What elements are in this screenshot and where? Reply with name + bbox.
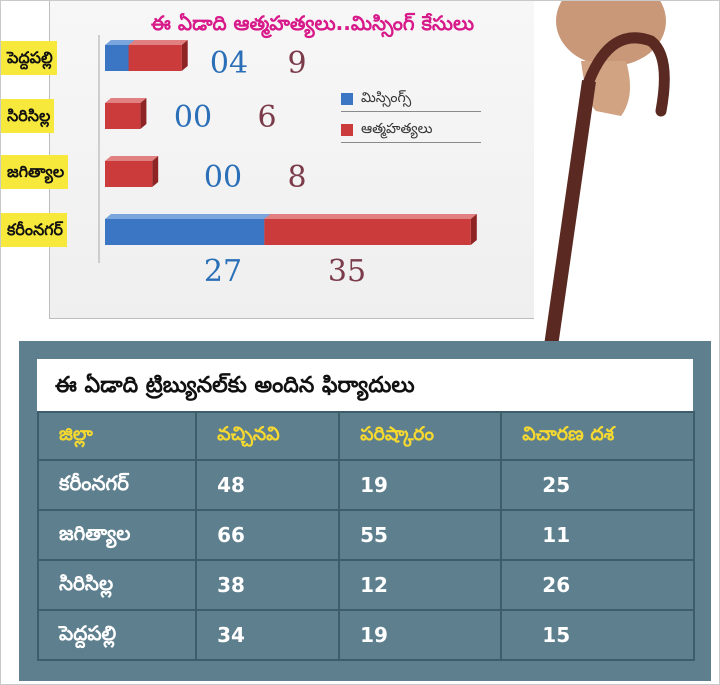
bar-depth-jagtial-suicides [105, 156, 159, 161]
data-label-jagtial-suicides: 8 [287, 160, 306, 195]
bar-side-karimnagar-suicides [470, 214, 477, 245]
cell-received: 34 [195, 609, 341, 661]
cell-district: జగిత్యాల [36, 509, 198, 561]
category-label-sircilla: సిరిసిల్ల [1, 99, 55, 133]
chart-title: ఈ ఏడాది ఆత్మహత్యలు..మిస్సింగ్ కేసులు [151, 11, 475, 35]
cell-received: 66 [195, 509, 341, 561]
cell-resolved: 12 [338, 559, 503, 611]
cell-received: 48 [195, 459, 341, 511]
bar-karimnagar-suicides [264, 219, 471, 245]
cell-pending: 26 [500, 559, 695, 611]
bar-sircilla-suicides [105, 103, 141, 129]
header-received: వచ్చినవి [195, 411, 341, 461]
table-title: ఈ ఏడాది ట్రిబ్యునల్‌కు అందిన ఫిర్యాదులు [55, 373, 415, 398]
table-header-row: జిల్లా వచ్చినవి పరిష్కారం విచారణ దశ [36, 411, 695, 461]
bar-peddapalli-missing [105, 45, 129, 71]
bar-depth-peddapalli-suicides [128, 40, 188, 45]
chart-legend: మిస్సింగ్స్ ఆత్మహత్యలు [341, 87, 481, 149]
data-label-sircilla-suicides: 6 [257, 100, 276, 135]
cell-district: పెద్దపల్లి [36, 609, 198, 661]
header-pending: విచారణ దశ [500, 411, 695, 461]
data-label-karimnagar-missing: 27 [204, 254, 242, 289]
table-row: జగిత్యాల 66 55 11 [36, 509, 695, 561]
table-title-bar: ఈ ఏడాది ట్రిబ్యునల్‌కు అందిన ఫిర్యాదులు [19, 341, 711, 411]
cell-district: సిరిసిల్ల [36, 559, 198, 611]
bar-chart: 04 9 00 6 00 8 27 35 [98, 35, 477, 289]
stick-shaft [544, 80, 596, 346]
data-label-jagtial-missing: 00 [204, 160, 242, 195]
data-label-sircilla-missing: 00 [174, 100, 212, 135]
stick-handle [583, 32, 670, 117]
table-row: కరీంనగర్ 48 19 25 [36, 459, 695, 511]
legend-swatch-suicides [341, 124, 353, 136]
legend-label-missing: మిస్సింగ్స్ [361, 89, 412, 106]
bar-side-peddapalli-suicides [181, 40, 188, 71]
bar-depth-karimnagar-suicides [264, 214, 477, 219]
category-label-peddapalli: పెద్దపల్లి [1, 41, 57, 75]
bar-peddapalli-suicides [128, 45, 182, 71]
category-label-jagtial: జగిత్యాల [1, 155, 69, 189]
header-resolved: పరిష్కారం [338, 411, 503, 461]
hand-shape [556, 1, 666, 66]
cell-pending: 25 [500, 459, 695, 511]
bar-depth-peddapalli-missing [105, 40, 135, 45]
bar-jagtial-suicides [105, 161, 153, 187]
legend-label-suicides: ఆత్మహత్యలు [361, 120, 433, 137]
cell-resolved: 19 [338, 459, 503, 511]
table-row: సిరిసిల్ల 38 12 26 [36, 559, 695, 611]
bar-depth-karimnagar-missing [105, 214, 271, 219]
data-label-peddapalli-missing: 04 [210, 46, 248, 81]
cell-resolved: 19 [338, 609, 503, 661]
complaints-table: జిల్లా వచ్చినవి పరిష్కారం విచారణ దశ కరీం… [36, 411, 695, 661]
bar-side-sircilla-suicides [140, 98, 147, 129]
table-row: పెద్దపల్లి 34 19 15 [36, 609, 695, 661]
cell-pending: 11 [500, 509, 695, 561]
category-label-karimnagar: కరీంనగర్ [1, 213, 68, 247]
data-label-peddapalli-suicides: 9 [287, 46, 306, 81]
legend-swatch-missing [341, 93, 353, 105]
header-district: జిల్లా [36, 411, 198, 461]
bar-side-jagtial-suicides [152, 156, 159, 187]
cell-pending: 15 [500, 609, 695, 661]
cell-resolved: 55 [338, 509, 503, 561]
legend-item-missing: మిస్సింగ్స్ [341, 87, 481, 112]
bar-karimnagar-missing [105, 219, 265, 245]
complaints-table-panel: ఈ ఏడాది ట్రిబ్యునల్‌కు అందిన ఫిర్యాదులు … [19, 341, 711, 681]
cell-district: కరీంనగర్ [36, 459, 198, 511]
cell-received: 38 [195, 559, 341, 611]
walking-stick-illustration [544, 1, 670, 346]
bar-depth-sircilla-suicides [105, 98, 147, 103]
data-label-karimnagar-suicides: 35 [328, 254, 366, 289]
legend-item-suicides: ఆత్మహత్యలు [341, 118, 481, 143]
